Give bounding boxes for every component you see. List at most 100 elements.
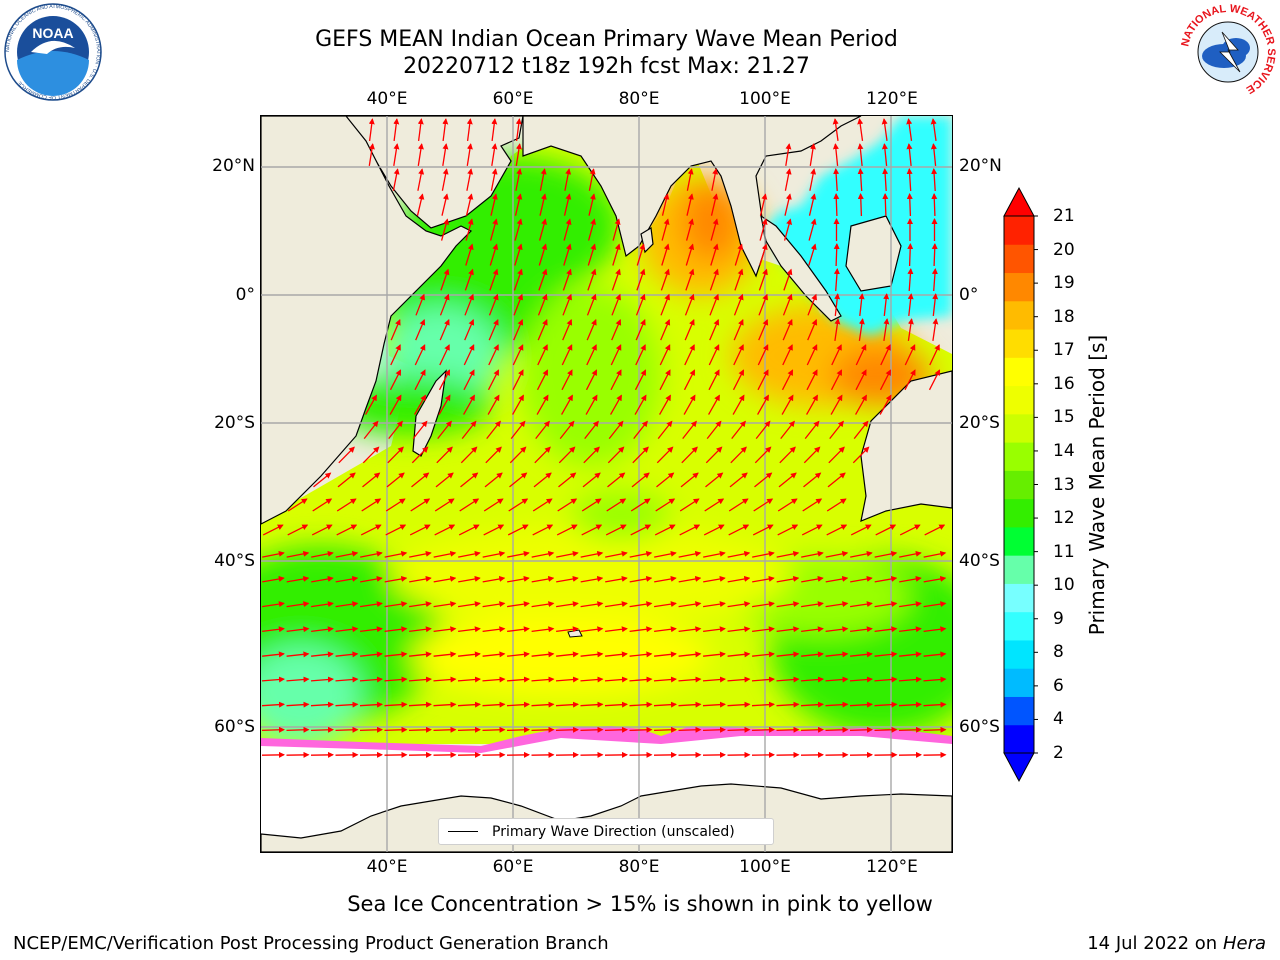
wave-direction-arrow	[532, 524, 554, 536]
colorbar-under-arrow	[1003, 752, 1035, 783]
wave-direction-arrow	[659, 369, 671, 391]
wave-direction-arrow	[441, 193, 449, 216]
wave-direction-arrow	[464, 318, 475, 341]
colorbar-tick-label: 13	[1053, 474, 1075, 495]
wave-direction-arrow	[924, 524, 946, 536]
wave-direction-arrow	[458, 524, 480, 536]
wave-direction-arrow	[385, 498, 406, 512]
wave-direction-arrow	[433, 626, 457, 633]
wave-direction-arrow	[508, 498, 529, 512]
wave-direction-arrow	[678, 550, 702, 558]
wave-direction-arrow	[463, 369, 475, 391]
wave-direction-arrow	[489, 243, 499, 266]
wave-direction-arrow	[586, 293, 597, 316]
wave-direction-arrow	[850, 550, 873, 558]
wave-direction-arrow	[923, 576, 947, 583]
wave-direction-arrow	[879, 369, 892, 391]
wave-direction-arrow	[482, 626, 506, 633]
wave-direction-arrow	[680, 472, 699, 488]
wave-direction-arrow	[655, 498, 676, 512]
wave-direction-arrow	[727, 601, 751, 608]
wave-direction-arrow	[360, 576, 383, 583]
wave-direction-arrow	[286, 701, 310, 708]
wave-direction-arrow	[335, 676, 359, 683]
wave-direction-arrow	[310, 726, 334, 733]
wave-direction-arrow	[409, 626, 432, 633]
wave-direction-arrow	[262, 651, 285, 658]
wave-direction-arrow	[633, 420, 648, 440]
wave-direction-arrow	[681, 446, 698, 464]
wave-direction-arrow	[408, 726, 432, 733]
wave-direction-arrow	[757, 369, 769, 391]
wave-direction-arrow	[440, 268, 450, 291]
wave-direction-arrow	[335, 701, 359, 708]
wave-direction-arrow	[785, 143, 792, 167]
wave-direction-arrow	[899, 601, 922, 608]
wave-direction-arrow	[653, 676, 677, 683]
wave-direction-arrow	[465, 218, 474, 241]
wave-direction-arrow	[359, 726, 383, 733]
wave-direction-arrow	[874, 676, 898, 683]
wave-direction-arrow	[336, 498, 357, 512]
wave-direction-arrow	[438, 394, 451, 415]
wave-direction-arrow	[461, 420, 477, 440]
colorbar	[998, 186, 1039, 783]
wave-direction-arrow	[512, 344, 524, 366]
colorbar-bin	[1004, 583, 1034, 613]
wave-direction-arrow	[706, 420, 722, 440]
wave-direction-arrow	[411, 472, 430, 488]
wave-direction-arrow	[703, 601, 726, 608]
wave-direction-arrow	[804, 420, 820, 440]
wave-direction-arrow	[703, 550, 726, 558]
wave-direction-arrow	[678, 601, 702, 608]
wave-direction-arrow	[261, 701, 285, 708]
wave-direction-arrow	[538, 243, 548, 266]
wave-direction-arrow	[801, 576, 824, 583]
wave-direction-arrow	[460, 472, 479, 488]
wave-direction-arrow	[409, 550, 432, 558]
wave-direction-arrow	[466, 168, 474, 191]
wave-direction-arrow	[850, 576, 873, 583]
wave-direction-arrow	[874, 550, 898, 558]
lon-tick-top-80e: 80°E	[618, 89, 660, 109]
wave-direction-arrow	[880, 344, 891, 366]
wave-direction-arrow	[827, 472, 846, 488]
colorbar-over-arrow	[1003, 186, 1035, 217]
wave-direction-arrow	[604, 676, 628, 683]
wave-direction-arrow	[632, 446, 649, 464]
wave-direction-arrow	[562, 318, 573, 341]
wave-direction-arrow	[531, 726, 555, 733]
wave-direction-arrow	[539, 168, 547, 191]
footer-date: 14 Jul 2022 on Hera	[1087, 933, 1266, 954]
wave-direction-arrow	[561, 394, 573, 415]
wave-direction-arrow	[360, 550, 383, 558]
wave-direction-arrow	[825, 601, 849, 608]
wave-direction-arrow	[416, 193, 425, 216]
wave-direction-arrow	[384, 601, 408, 608]
wave-direction-arrow	[487, 394, 500, 415]
wave-direction-arrow	[730, 446, 747, 464]
wave-direction-arrow	[414, 394, 426, 415]
wave-direction-arrow	[659, 394, 671, 415]
wave-direction-arrow	[733, 293, 744, 316]
wave-direction-arrow	[728, 498, 749, 512]
wave-direction-arrow	[483, 498, 504, 512]
wave-direction-arrow	[408, 701, 432, 708]
wave-direction-arrow	[898, 701, 922, 708]
wave-direction-arrow	[433, 726, 457, 733]
wave-direction-arrow	[485, 446, 502, 464]
wave-direction-arrow	[874, 576, 898, 583]
wave-direction-arrow	[654, 626, 677, 633]
wave-direction-arrow	[286, 626, 310, 633]
wave-direction-arrow	[561, 369, 573, 391]
wave-direction-arrow	[580, 651, 604, 658]
colorbar-tick-label: 15	[1053, 407, 1075, 428]
wave-direction-arrow	[439, 293, 450, 316]
wave-direction-arrow	[287, 498, 308, 512]
wave-direction-arrow	[310, 701, 334, 708]
wave-direction-arrow	[434, 498, 455, 512]
wave-direction-arrow	[507, 524, 529, 536]
wave-direction-arrow	[855, 369, 867, 391]
wave-direction-arrow	[858, 293, 865, 316]
wave-direction-arrow	[459, 498, 480, 512]
